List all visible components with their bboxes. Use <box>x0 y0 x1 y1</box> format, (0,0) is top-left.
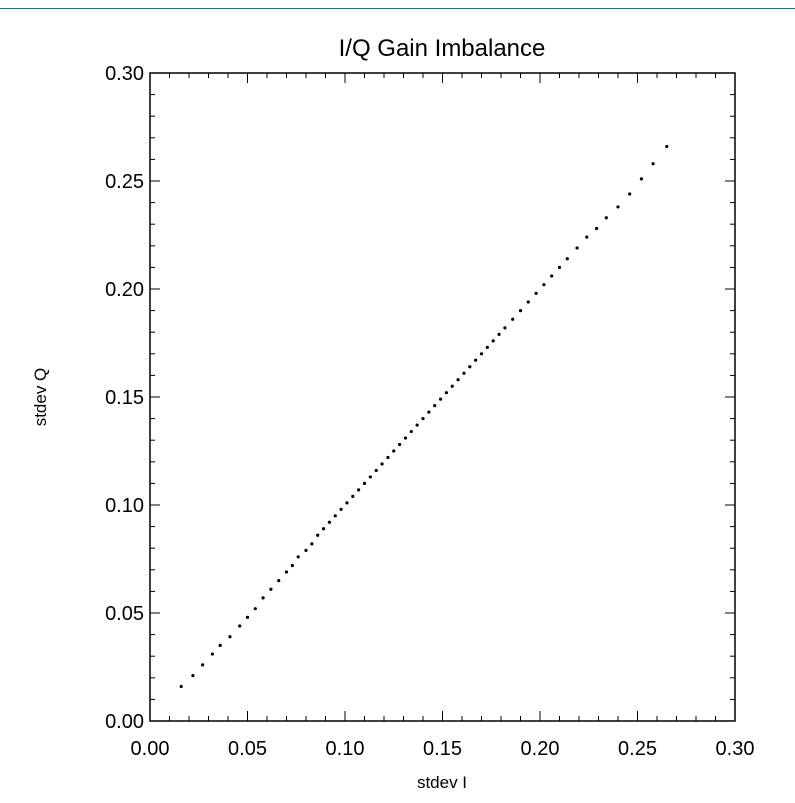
data-point <box>651 162 655 166</box>
data-point <box>628 192 632 196</box>
data-point <box>433 404 437 408</box>
chart-title: I/Q Gain Imbalance <box>339 35 546 62</box>
data-point <box>503 326 507 330</box>
data-point <box>557 265 562 269</box>
data-point <box>304 548 308 552</box>
data-point <box>386 455 390 460</box>
data-points <box>179 144 669 689</box>
data-point <box>550 274 554 278</box>
data-point <box>228 635 232 639</box>
data-point <box>491 339 495 343</box>
data-point <box>511 317 515 321</box>
data-point <box>290 563 294 568</box>
y-axis-label: stdev Q <box>31 368 50 427</box>
data-point <box>357 488 361 492</box>
x-tick-label: 0.20 <box>521 738 560 760</box>
data-point <box>218 643 222 648</box>
x-tick-label: 0.30 <box>716 738 755 760</box>
data-point <box>462 371 466 375</box>
data-point <box>345 501 349 505</box>
top-rule <box>0 8 795 9</box>
x-tick-label: 0.00 <box>131 738 170 760</box>
data-point <box>450 384 454 388</box>
data-point <box>339 507 343 511</box>
data-point <box>201 663 205 667</box>
x-tick-label: 0.15 <box>423 738 462 760</box>
x-tick-label: 0.25 <box>618 738 657 760</box>
data-point <box>534 291 538 295</box>
data-point <box>542 283 546 287</box>
y-tick-label: 0.30 <box>105 63 144 85</box>
data-point <box>456 378 460 382</box>
y-tick-labels: 0.00 0.05 0.10 0.15 0.20 0.25 0.30 <box>105 63 144 733</box>
data-point <box>474 358 478 362</box>
data-point <box>327 520 331 524</box>
data-point <box>409 429 413 434</box>
data-point <box>518 309 523 313</box>
x-tick-label: 0.10 <box>326 738 365 760</box>
y-tick-label: 0.10 <box>105 495 144 517</box>
data-point <box>245 615 250 619</box>
data-point <box>421 417 425 421</box>
data-point <box>351 494 355 498</box>
data-point <box>616 205 620 209</box>
data-point <box>179 684 183 689</box>
data-point <box>585 235 589 239</box>
data-point <box>665 144 669 149</box>
data-point <box>497 332 501 336</box>
plot-frame <box>149 72 736 722</box>
axis-ticks <box>149 72 736 722</box>
data-point <box>296 555 300 559</box>
data-point <box>485 345 489 349</box>
data-point <box>444 391 448 395</box>
x-tick-labels: 0.00 0.05 0.10 0.15 0.20 0.25 0.30 <box>131 738 755 760</box>
data-point <box>210 652 214 656</box>
data-point <box>403 436 408 440</box>
data-point <box>284 570 289 574</box>
data-point <box>392 449 396 453</box>
data-point <box>565 257 569 261</box>
data-point <box>427 410 431 414</box>
data-point <box>253 607 257 611</box>
data-point <box>380 462 384 466</box>
y-tick-label: 0.25 <box>105 171 144 193</box>
data-point <box>415 423 419 427</box>
data-point <box>277 579 281 583</box>
data-point <box>368 475 372 479</box>
y-tick-label: 0.20 <box>105 279 144 301</box>
data-point <box>333 514 337 518</box>
data-point <box>321 527 326 531</box>
y-tick-label: 0.15 <box>105 387 144 409</box>
data-point <box>604 216 608 220</box>
data-point <box>269 587 273 591</box>
x-axis-label: stdev I <box>417 773 467 792</box>
data-point <box>639 177 644 181</box>
data-point <box>362 481 367 485</box>
data-point <box>594 226 599 231</box>
data-point <box>374 468 378 473</box>
y-tick-label: 0.05 <box>105 603 144 625</box>
data-point <box>575 246 579 250</box>
data-point <box>261 596 265 600</box>
y-tick-label: 0.00 <box>105 711 144 733</box>
data-point <box>438 397 443 401</box>
data-point <box>310 542 314 546</box>
x-tick-label: 0.05 <box>228 738 267 760</box>
data-point <box>468 365 472 369</box>
data-point <box>191 674 195 678</box>
data-point <box>316 533 320 537</box>
data-point <box>398 442 402 447</box>
data-point <box>238 624 242 628</box>
data-point <box>479 352 484 356</box>
data-point <box>526 300 530 304</box>
